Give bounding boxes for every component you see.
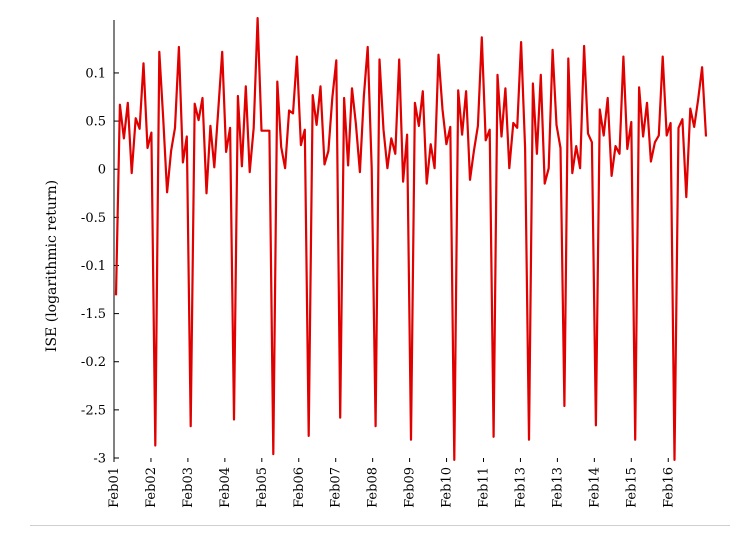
- y-tick-label: -1.5: [81, 307, 106, 322]
- y-tick-label: 0.1: [85, 66, 106, 81]
- y-tick-label: -0.1: [81, 259, 106, 274]
- x-tick-label: Feb04: [218, 467, 233, 508]
- y-tick-label: 0.5: [85, 115, 106, 130]
- x-tick-label: Feb02: [144, 467, 159, 508]
- y-tick-label: -0.5: [81, 211, 106, 226]
- x-tick-label: Feb07: [329, 467, 344, 508]
- x-tick-label: Feb13: [550, 467, 565, 508]
- y-tick-label: -2.5: [81, 403, 106, 418]
- x-tick-label: Feb11: [477, 467, 492, 508]
- x-tick-label: Feb09: [403, 467, 418, 508]
- x-tick-label: Feb13: [513, 467, 528, 508]
- x-tick-label: Feb14: [587, 467, 602, 508]
- x-tick-label: Feb01: [107, 467, 122, 508]
- series-line: [114, 17, 708, 461]
- x-tick-label: Feb03: [181, 467, 196, 508]
- bottom-divider: [30, 525, 730, 526]
- x-axis: Feb01 Feb02 Feb03 Feb04 Feb05 Feb06 Feb07 Feb08…: [107, 458, 676, 508]
- x-tick-label: Feb08: [366, 467, 381, 508]
- y-tick-label: -0.2: [81, 355, 106, 370]
- x-tick-label: Feb15: [624, 467, 639, 508]
- y-axis-label: ISE (logarithmic return): [44, 180, 60, 352]
- y-tick-label: -3: [93, 452, 106, 467]
- x-tick-label: Feb16: [661, 467, 676, 508]
- x-tick-label: Feb05: [255, 467, 270, 508]
- x-tick-label: Feb06: [292, 467, 307, 508]
- y-tick-label: 0: [98, 163, 106, 178]
- x-tick-label: Feb10: [440, 467, 455, 508]
- y-axis: 0.1 0.5 0 -0.5 -0.1 -1.5 -0.2 -2.5 -3: [81, 20, 119, 467]
